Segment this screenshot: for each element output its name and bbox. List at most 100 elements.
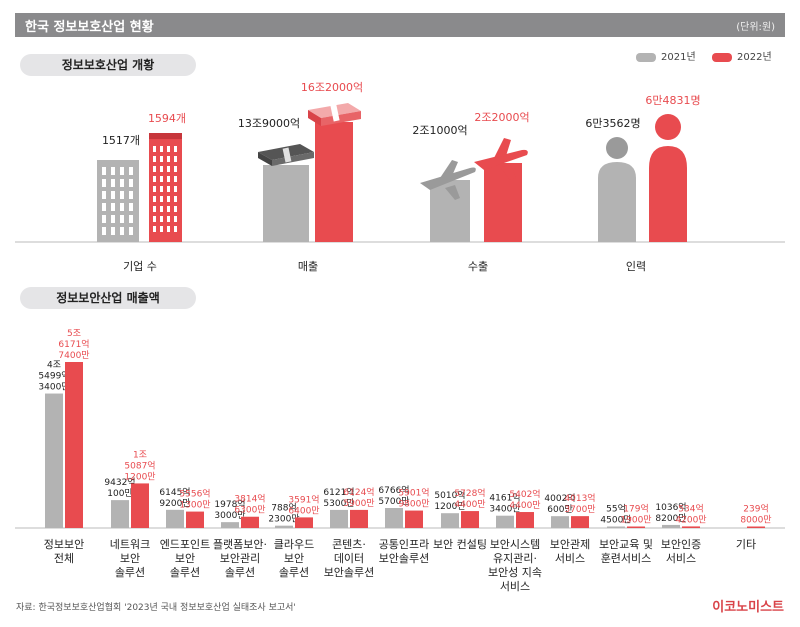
data-label-2021: 2300만 [268, 514, 299, 525]
value-label-2022: 1594개 [148, 112, 186, 125]
data-label-2021: 1200만 [434, 501, 465, 512]
data-label-2021: 4조 [47, 361, 61, 371]
category-label: 솔루션 [115, 566, 145, 579]
category-label: 보안관리 [220, 552, 260, 565]
building-window [167, 176, 170, 182]
building-window [129, 215, 133, 223]
building-window [174, 166, 177, 172]
category-label: 보안솔루션 [379, 552, 430, 565]
building-window [160, 186, 163, 192]
building-window [153, 206, 156, 212]
data-label-2022: 5402억 [509, 488, 540, 500]
bar-2021 [166, 509, 184, 528]
bar-2022 [571, 516, 589, 528]
money-stack-2022-side [308, 110, 321, 126]
category-label: 기업 수 [123, 260, 157, 273]
data-label-2022: 239억 [743, 503, 768, 515]
building-window [153, 146, 156, 152]
category-label: 보안 [175, 552, 195, 565]
building-window [111, 191, 115, 199]
data-label-2021: 5700만 [378, 496, 409, 507]
category-label: 보안시스템 [490, 538, 541, 551]
category-label: 보안인증 [661, 538, 701, 551]
person-body-2022 [649, 146, 687, 242]
data-label-2021: 8200만 [655, 513, 686, 524]
section-title-overview: 정보보호산업 개황 [20, 54, 196, 76]
value-label-2022: 2조2000억 [474, 111, 529, 124]
sales-chart: 4조5499억3400만5조6171억7400만정보보안전체9432억100만1… [15, 329, 785, 593]
building-window [153, 196, 156, 202]
building-window [129, 191, 133, 199]
building-window [111, 167, 115, 175]
building-window [111, 227, 115, 235]
data-label-2021: 4161억 [489, 492, 520, 504]
data-label-2022: 3591억 [288, 493, 319, 505]
building-window [167, 166, 170, 172]
bar-2021 [441, 513, 459, 528]
bar-2021 [607, 526, 625, 528]
plane-body-2022 [474, 149, 528, 170]
data-label-2021: 4500만 [600, 515, 631, 526]
category-label: 서비스 [555, 552, 585, 565]
building-window [167, 146, 170, 152]
money-bar-2022 [315, 122, 353, 242]
data-label-2021: 6145억 [159, 486, 190, 498]
building-window [174, 156, 177, 162]
building-window [174, 146, 177, 152]
bar-2022 [65, 362, 83, 528]
building-window [160, 196, 163, 202]
building-window [167, 196, 170, 202]
bar-2022 [131, 483, 149, 528]
category-label: 전체 [54, 552, 74, 565]
building-window [167, 226, 170, 232]
value-label-2021: 13조9000억 [238, 117, 300, 130]
category-label: 솔루션 [279, 566, 309, 579]
building-window [160, 206, 163, 212]
building-window [111, 179, 115, 187]
bar-2022 [627, 526, 645, 528]
building-window [160, 166, 163, 172]
building-window [174, 186, 177, 192]
building-window [129, 203, 133, 211]
bar-2022 [186, 511, 204, 528]
plane-wing-2022 [494, 138, 511, 158]
legend-label-2021: 2021년 [661, 52, 696, 63]
data-label-2021: 5499억 [38, 370, 69, 382]
data-label-2022: 6400만 [288, 505, 319, 516]
legend-swatch-2022 [712, 52, 732, 62]
building-window [153, 176, 156, 182]
building-window [174, 196, 177, 202]
data-label-2021: 55억 [606, 503, 626, 515]
building-window [120, 167, 124, 175]
building-window [153, 166, 156, 172]
data-label-2022: 179억 [623, 503, 648, 515]
plane-body-2021 [420, 167, 476, 190]
data-label-2021: 9432억 [104, 476, 135, 488]
building-roof [149, 133, 182, 139]
building-window [153, 226, 156, 232]
category-label: 매출 [298, 260, 318, 273]
plane-wing-2022-b [500, 165, 516, 180]
data-label-2021: 6121억 [323, 486, 354, 498]
legend-swatch-2021 [636, 52, 656, 62]
data-label-2022: 1200만 [124, 471, 155, 482]
data-label-2022: 5조 [67, 329, 81, 339]
category-label: 보안 컨설팅 [433, 538, 487, 551]
data-label-2022: 3700만 [564, 504, 595, 515]
building-window [129, 167, 133, 175]
data-label-2021: 1978억 [214, 498, 245, 510]
header-bar: 한국 정보보호산업 현황 (단위:원) [15, 13, 785, 37]
bar-2022 [747, 526, 765, 528]
value-label-2021: 6만3562명 [585, 117, 640, 130]
building-window [102, 191, 106, 199]
legend-item-2021: 2021년 [636, 48, 696, 63]
category-label: 서비스 [500, 580, 530, 593]
data-label-2022: 4200만 [675, 514, 706, 525]
building-window [153, 156, 156, 162]
building-window [174, 206, 177, 212]
category-label: 플랫폼보안· [213, 538, 267, 551]
category-label: 보안 [120, 552, 140, 565]
category-label: 인력 [626, 260, 646, 273]
bar-2021 [496, 515, 514, 528]
